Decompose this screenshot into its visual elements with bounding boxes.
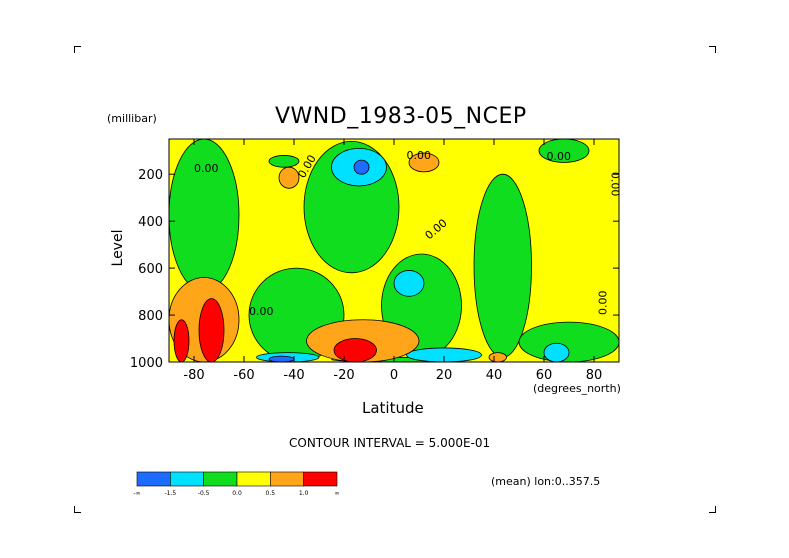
crop-mark-bottom-left — [74, 506, 81, 513]
region-cyan — [393, 270, 425, 297]
colorbar-tick-label: -1.5 — [164, 490, 176, 497]
region-green — [473, 173, 532, 358]
contour-field: 0.00 0.00 0.000.000.000.000.000.00 — [169, 139, 622, 362]
y-tick-label: 1000 — [130, 356, 163, 371]
contour-interval-text: CONTOUR INTERVAL = 5.000E-01 — [289, 436, 491, 450]
colorbar-swatch — [170, 471, 204, 487]
colorbar-tick-label: ∞ — [335, 490, 340, 497]
x-axis-units: (degrees_north) — [533, 382, 621, 395]
x-axis: -80 -60 -40 -20 0 20 40 60 80 — [183, 139, 602, 383]
x-tick-label: -20 — [333, 368, 354, 383]
x-tick-label: -40 — [283, 368, 304, 383]
contour-label: 0.00 — [547, 150, 572, 163]
y-axis-units: (millibar) — [107, 112, 157, 125]
x-tick-label: -80 — [183, 368, 204, 383]
contour-label: 0.00 — [194, 162, 219, 175]
colorbar-swatch — [136, 471, 171, 487]
region-cyan — [543, 342, 570, 362]
y-tick-label: 400 — [138, 215, 163, 230]
region-orange — [408, 152, 440, 173]
colorbar-tick-label: -0.5 — [198, 490, 210, 497]
region-green — [268, 155, 300, 168]
x-tick-label: 40 — [486, 368, 503, 383]
crop-mark-top-right — [709, 46, 716, 53]
contour-label: 0.00 — [407, 149, 432, 162]
y-tick-label: 200 — [138, 168, 163, 183]
region-blue — [353, 159, 370, 175]
contour-label: 0.00 — [597, 291, 610, 316]
colorbar-swatch — [270, 471, 304, 487]
region-green — [538, 139, 590, 163]
colorbar: -∞ -1.5 -0.5 0.0 0.5 1.0 ∞ — [133, 471, 340, 497]
region-red — [333, 338, 377, 362]
region-red — [198, 298, 225, 362]
colorbar-swatch — [303, 471, 338, 487]
colorbar-swatch — [203, 471, 238, 487]
region-green — [518, 321, 619, 362]
contour-label: 0.00 — [609, 172, 622, 197]
contour-label: 0.00 — [249, 305, 274, 318]
contour-regions: 0.00 0.00 0.000.000.000.000.000.00 — [169, 139, 622, 362]
region-orange — [488, 352, 507, 362]
region-orange — [278, 166, 300, 189]
crop-mark-bottom-right — [709, 506, 716, 513]
colorbar-tick-label: -∞ — [133, 490, 140, 497]
x-tick-label: 20 — [436, 368, 453, 383]
colorbar-tick-label: 0.5 — [266, 490, 276, 497]
chart-title: VWND_1983-05_NCEP — [275, 104, 527, 129]
longitude-footnote: (mean) lon:0..357.5 — [491, 475, 601, 488]
colorbar-tick-label: 0.0 — [232, 490, 242, 497]
region-blue — [268, 355, 295, 362]
x-axis-label: Latitude — [362, 399, 424, 417]
region-red — [173, 319, 190, 362]
y-tick-label: 800 — [138, 309, 163, 324]
x-tick-label: 80 — [586, 368, 603, 383]
x-tick-label: -60 — [233, 368, 254, 383]
x-tick-label: 60 — [536, 368, 553, 383]
colorbar-swatch — [236, 471, 271, 487]
crop-mark-top-left — [74, 46, 81, 53]
y-tick-label: 600 — [138, 262, 163, 277]
x-tick-label: 0 — [390, 368, 398, 383]
y-axis: 200 400 600 800 1000 — [130, 168, 619, 371]
colorbar-tick-label: 1.0 — [299, 490, 309, 497]
